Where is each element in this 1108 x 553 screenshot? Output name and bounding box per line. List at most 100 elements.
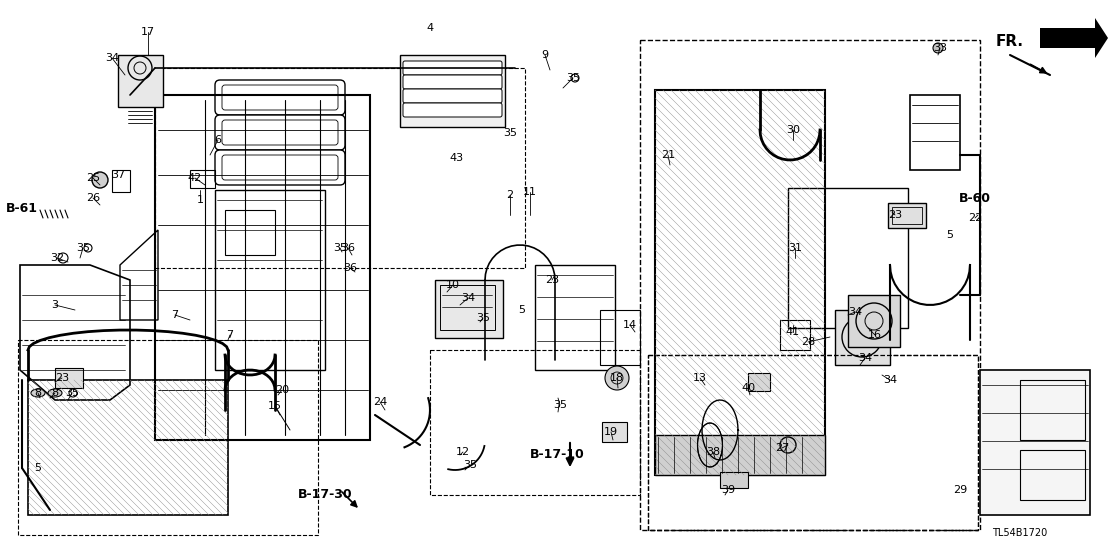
Text: 23: 23 (545, 275, 560, 285)
Bar (440, 285, 495, 330)
Bar (835, 310, 890, 365)
Text: B-17-10: B-17-10 (530, 448, 584, 462)
Text: 33: 33 (933, 43, 947, 53)
Text: TL54B1720: TL54B1720 (993, 528, 1048, 538)
Bar (910, 95, 960, 170)
Text: 35: 35 (566, 73, 579, 83)
Bar (28, 380, 228, 515)
Text: 35: 35 (503, 128, 517, 138)
Text: 25: 25 (86, 173, 100, 183)
Text: 2: 2 (506, 190, 514, 200)
Text: 5: 5 (519, 305, 525, 315)
Text: 35: 35 (463, 460, 478, 470)
Text: 35: 35 (76, 243, 90, 253)
Text: B-60: B-60 (960, 191, 991, 205)
Text: 10: 10 (447, 280, 460, 290)
Circle shape (92, 172, 107, 188)
Bar (400, 55, 505, 127)
Text: 1: 1 (196, 195, 204, 205)
Bar (648, 355, 978, 530)
Text: 23: 23 (55, 373, 69, 383)
Text: 34: 34 (461, 293, 475, 303)
Text: 24: 24 (373, 397, 387, 407)
Text: 21: 21 (661, 150, 675, 160)
Text: 18: 18 (609, 373, 624, 383)
Text: 32: 32 (50, 253, 64, 263)
Ellipse shape (31, 389, 45, 397)
Text: 7: 7 (172, 310, 178, 320)
FancyBboxPatch shape (403, 75, 502, 89)
Bar (720, 472, 748, 488)
Text: 22: 22 (968, 213, 982, 223)
Ellipse shape (48, 389, 62, 397)
Text: 36: 36 (341, 243, 355, 253)
Bar (655, 90, 825, 475)
Bar (112, 170, 130, 192)
FancyBboxPatch shape (215, 150, 345, 185)
Text: 31: 31 (788, 243, 802, 253)
Text: 27: 27 (774, 443, 789, 453)
Text: 6: 6 (215, 135, 222, 145)
Text: 40: 40 (741, 383, 755, 393)
FancyBboxPatch shape (215, 80, 345, 115)
Bar (602, 422, 627, 442)
Text: 23: 23 (888, 210, 902, 220)
Bar (535, 265, 615, 370)
Text: 20: 20 (275, 385, 289, 395)
Bar (648, 355, 978, 530)
Text: 17: 17 (141, 27, 155, 37)
Bar (888, 203, 926, 228)
Text: FR.: FR. (996, 34, 1024, 50)
Text: 15: 15 (268, 401, 283, 411)
Text: 9: 9 (542, 50, 548, 60)
FancyBboxPatch shape (403, 89, 502, 103)
Text: 30: 30 (786, 125, 800, 135)
Text: 39: 39 (721, 485, 735, 495)
Bar (748, 373, 770, 391)
Text: B-17-30: B-17-30 (298, 488, 352, 502)
Text: 8: 8 (51, 388, 59, 398)
Bar (655, 435, 825, 475)
Text: 13: 13 (692, 373, 707, 383)
Text: 34: 34 (883, 375, 897, 385)
Text: 37: 37 (111, 170, 125, 180)
FancyBboxPatch shape (403, 61, 502, 75)
Text: 35: 35 (65, 388, 79, 398)
Text: 7: 7 (226, 330, 234, 340)
Text: 43: 43 (449, 153, 463, 163)
Polygon shape (1040, 18, 1108, 58)
Bar (225, 210, 275, 255)
Bar (155, 68, 525, 268)
Text: 38: 38 (706, 447, 720, 457)
Text: 5: 5 (946, 230, 954, 240)
Text: B-61: B-61 (6, 201, 38, 215)
Text: 3: 3 (51, 300, 59, 310)
Text: 35: 35 (476, 313, 490, 323)
Bar (640, 40, 979, 530)
Text: 36: 36 (343, 263, 357, 273)
Text: 19: 19 (604, 427, 618, 437)
Bar (788, 188, 907, 328)
Bar (189, 170, 215, 188)
Text: 35: 35 (553, 400, 567, 410)
Bar (1020, 450, 1085, 500)
Text: 8: 8 (34, 388, 42, 398)
Text: 34: 34 (858, 353, 872, 363)
Bar (215, 190, 325, 370)
FancyBboxPatch shape (215, 115, 345, 150)
Text: 5: 5 (34, 463, 41, 473)
Text: 12: 12 (455, 447, 470, 457)
Bar (430, 350, 640, 495)
Circle shape (605, 366, 629, 390)
Text: 26: 26 (86, 193, 100, 203)
Text: 14: 14 (623, 320, 637, 330)
Text: 35: 35 (334, 243, 347, 253)
Bar (18, 340, 318, 535)
Text: 34: 34 (848, 307, 862, 317)
Text: 16: 16 (868, 330, 882, 340)
Bar (892, 207, 922, 224)
Text: 29: 29 (953, 485, 967, 495)
Text: 11: 11 (523, 187, 537, 197)
Bar (435, 280, 503, 338)
Text: 4: 4 (427, 23, 433, 33)
